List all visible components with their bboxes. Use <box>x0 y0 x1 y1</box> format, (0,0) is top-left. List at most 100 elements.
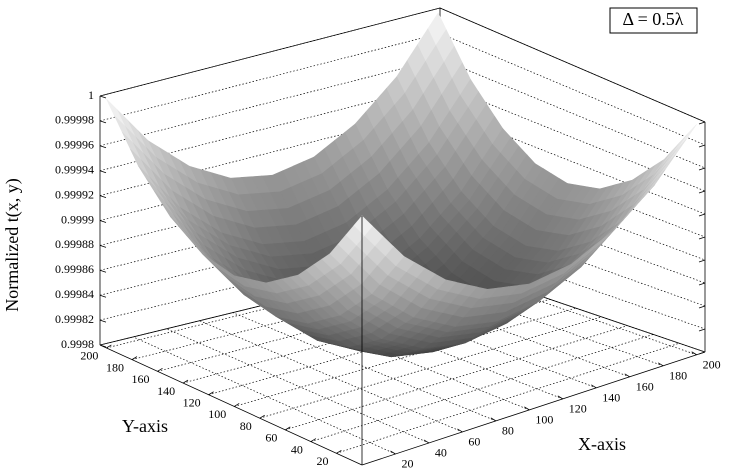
y-tick-label: 100 <box>208 407 226 421</box>
x-tick-label: 100 <box>535 413 553 427</box>
tick-mark <box>99 195 107 198</box>
x-tick-label: 180 <box>669 369 687 383</box>
tick-mark <box>106 344 112 349</box>
tick-mark <box>182 379 189 384</box>
tick-mark <box>99 170 107 174</box>
box-edge <box>439 7 706 123</box>
grid-line <box>99 33 441 122</box>
tick-mark <box>99 220 107 223</box>
x-tick-label: 140 <box>602 391 620 405</box>
tick-mark <box>99 95 107 99</box>
z-tick-label: 1 <box>88 88 94 102</box>
y-tick-label: 60 <box>265 431 277 445</box>
tick-mark <box>698 328 706 332</box>
z-tick-label: 0.99992 <box>55 187 94 201</box>
tick-mark <box>524 406 530 411</box>
y-tick-label: 80 <box>240 419 252 433</box>
tick-mark <box>698 121 706 125</box>
grid-line <box>285 325 628 431</box>
annotation-box <box>609 7 698 34</box>
tick-mark <box>285 426 291 431</box>
tick-mark <box>99 245 107 248</box>
y-tick-label: 200 <box>80 349 98 363</box>
y-tick-label: 40 <box>291 442 303 456</box>
grid-line <box>398 271 664 367</box>
surface-patch <box>667 139 687 164</box>
tick-mark <box>99 269 107 273</box>
grid-line <box>310 334 654 442</box>
tick-mark <box>131 356 138 360</box>
z-tick-label: 0.99994 <box>55 162 94 176</box>
annotation: Δ = 0.5λ <box>623 9 684 29</box>
surface-patch <box>106 98 126 127</box>
y-tick-label: 120 <box>183 396 201 410</box>
tick-mark <box>208 391 214 396</box>
x-tick-label: 60 <box>468 435 480 449</box>
tick-mark <box>698 259 706 263</box>
x-axis-label: X-axis <box>578 434 626 454</box>
tick-mark <box>624 373 630 378</box>
grid-line <box>99 83 441 172</box>
z-tick-label: 0.99988 <box>55 237 94 251</box>
y-tick-label: 180 <box>106 360 124 374</box>
x-tick-label: 120 <box>569 402 587 416</box>
z-tick-label: 0.9998 <box>61 337 94 351</box>
tick-mark <box>698 236 706 240</box>
tick-mark <box>657 362 664 367</box>
box-edge <box>99 344 363 466</box>
x-tick-label: 80 <box>502 424 514 438</box>
grid-line <box>431 263 697 356</box>
grid-line <box>166 328 430 444</box>
x-tick-label: 160 <box>636 380 654 394</box>
x-tick-label: 40 <box>435 446 447 460</box>
y-tick-label: 140 <box>157 384 175 398</box>
surface-patch <box>677 124 697 149</box>
box-edge <box>361 351 706 466</box>
grid-line <box>439 33 706 146</box>
tick-mark <box>259 414 265 419</box>
grid-line <box>99 109 441 196</box>
y-tick-label: 20 <box>316 454 328 468</box>
axes: 0.9998 0.99982 0.99984 0.99986 0.99988 0.9999… <box>55 88 721 471</box>
tick-mark <box>698 190 706 194</box>
z-tick-label: 0.99986 <box>55 262 94 276</box>
tick-mark <box>490 417 497 422</box>
y-tick-label: 160 <box>132 372 150 386</box>
grid-line <box>133 336 396 455</box>
tick-mark <box>99 120 107 124</box>
z-tick-label: 0.9999 <box>61 212 94 226</box>
z-tick-label: 0.99996 <box>55 138 94 152</box>
tick-mark <box>157 367 163 372</box>
tick-mark <box>591 384 597 389</box>
z-tick-label: 0.99998 <box>55 113 94 127</box>
box-edge <box>99 7 441 97</box>
tick-mark <box>423 439 430 444</box>
surface <box>106 12 697 358</box>
z-tick-label: 0.99982 <box>55 312 94 326</box>
grid-line <box>336 342 680 454</box>
tick-mark <box>336 449 342 454</box>
tick-mark <box>698 144 706 148</box>
grid-line <box>439 58 706 169</box>
tick-mark <box>698 351 706 355</box>
tick-mark <box>698 282 706 286</box>
surface-patch <box>353 215 373 237</box>
tick-mark <box>99 145 107 149</box>
grid-line <box>439 160 706 261</box>
tick-mark <box>233 403 240 407</box>
tick-mark <box>457 428 463 433</box>
z-tick-label: 0.99984 <box>55 287 94 301</box>
tick-mark <box>557 395 563 400</box>
z-axis-label: Normalized t(x, y) <box>2 178 23 311</box>
tick-mark <box>99 319 107 323</box>
tick-mark <box>99 344 107 348</box>
tick-mark <box>698 167 706 171</box>
tick-mark <box>691 351 697 356</box>
tick-mark <box>390 450 396 455</box>
tick-mark <box>698 305 706 309</box>
tick-mark <box>99 294 107 298</box>
grid-line <box>99 58 441 147</box>
x-tick-label: 20 <box>401 457 413 471</box>
tick-mark <box>698 213 706 217</box>
